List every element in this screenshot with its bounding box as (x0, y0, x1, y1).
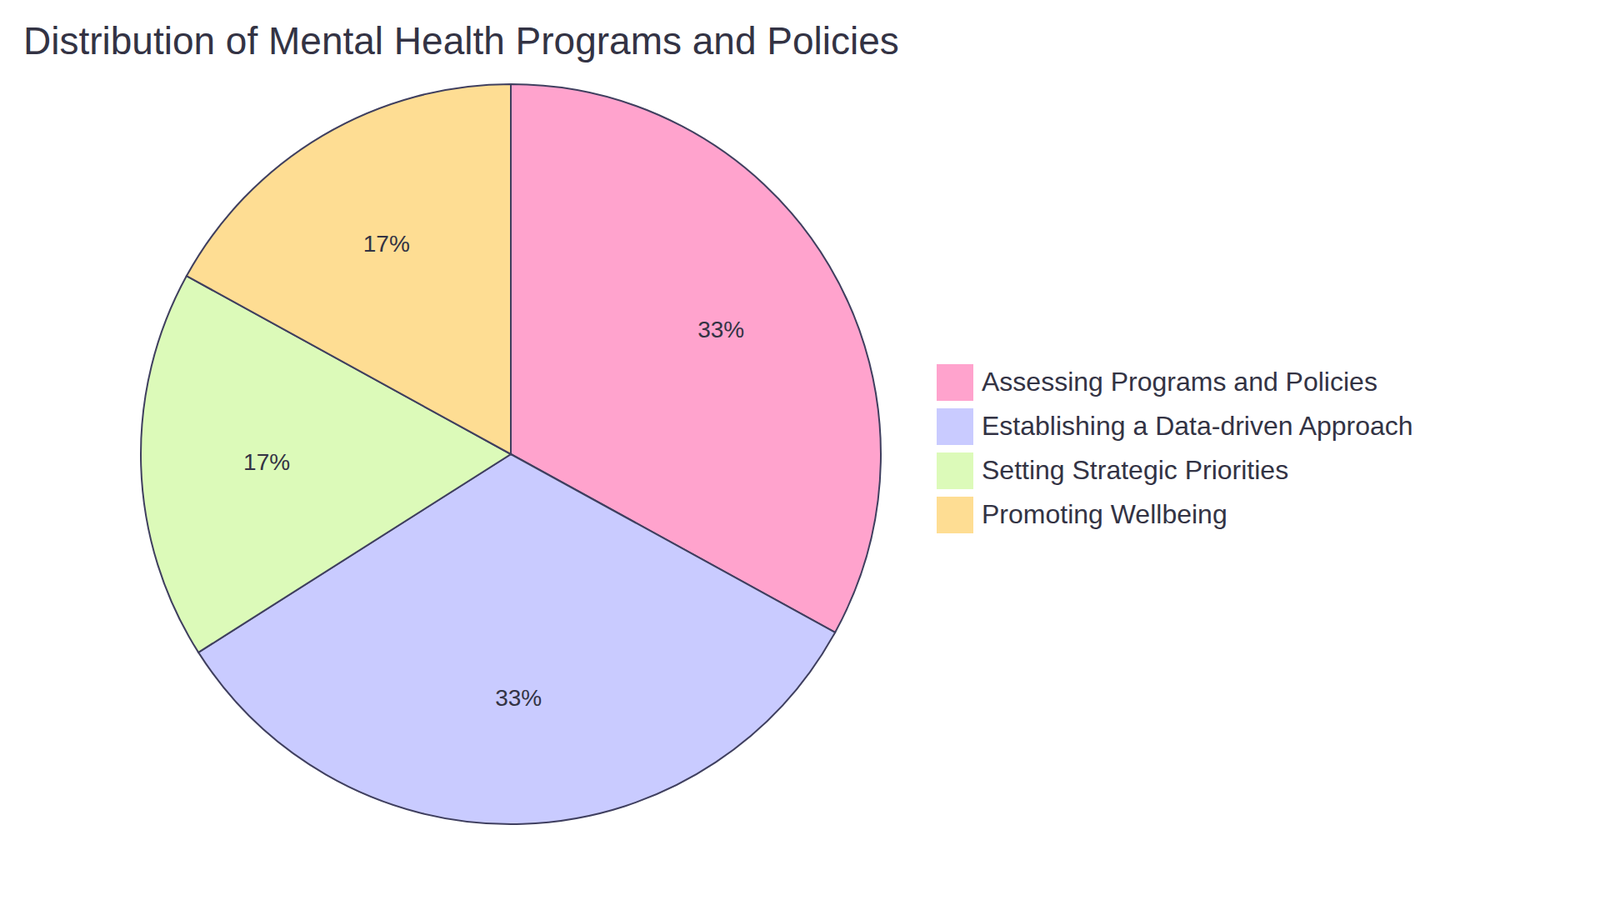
html-text:Assessing Programs and Policie: Assessing Programs and Policies (981, 366, 1378, 397)
html-text:Promoting Wellbeing: Promoting Wellbeing (981, 499, 1228, 530)
html-text:Establishing a Data-driven App: Establishing a Data-driven Approach (981, 410, 1413, 441)
svg-text:33%: 33% (697, 316, 745, 343)
html-text:Setting Strategic Priorities: Setting Strategic Priorities (981, 455, 1289, 485)
html-text:Distribution of Mental Health: Distribution of Mental Health Programs a… (23, 19, 899, 63)
svg-text:17%: 17% (243, 449, 290, 475)
svg-text:17%: 17% (363, 230, 410, 257)
svg-text:33%: 33% (495, 685, 542, 711)
